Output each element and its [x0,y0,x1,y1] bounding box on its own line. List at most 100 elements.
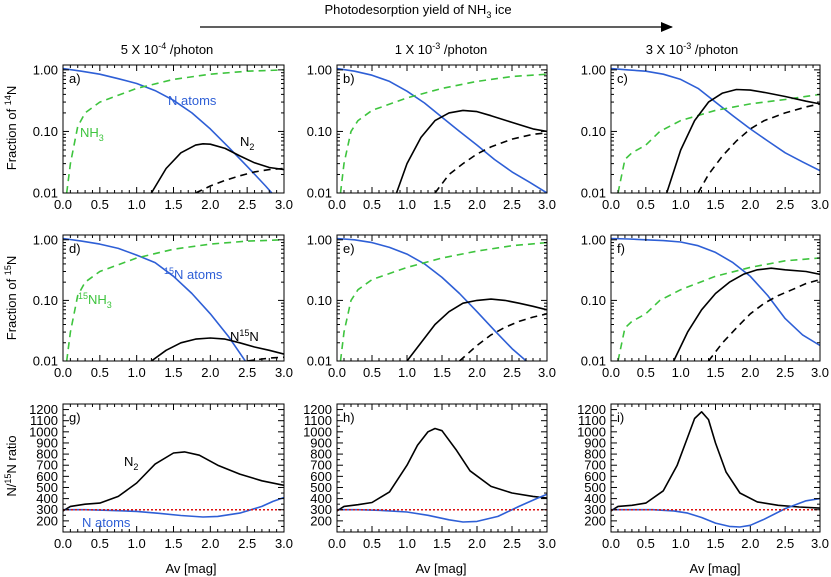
axes-frame [610,64,821,194]
x-tick-label: 2.5 [503,197,521,212]
series-group [611,67,820,193]
x-tick-label: 1.5 [164,365,182,380]
series-n2-15n-poor [697,103,820,193]
y-tick-label: 1.00 [307,62,332,77]
y-tick-label: 900 [36,435,58,450]
series-n15n-dashed [707,278,820,361]
panel-label: i) [617,410,624,425]
y-tick-label: 0.10 [307,124,332,139]
x-axis-label-1: Av [mag] [165,561,216,576]
x-tick-label: 1.5 [706,197,724,212]
y-tick-label: 1100 [578,413,606,428]
y-tick-label: 0.10 [581,124,606,139]
x-tick-label: 3.0 [538,536,556,551]
x-tick-label: 0.5 [637,536,655,551]
series-15nh3 [617,257,820,361]
series-group [63,237,284,361]
y-tick-label: 800 [584,447,606,462]
label-n2: N2 [240,134,254,152]
axes-frame [336,234,548,362]
y-tick-label: 1.00 [581,232,606,247]
column-title-2: 1 X 10-3 /photon [395,41,488,57]
y-tick-label: 1000 [303,424,332,439]
x-tick-label: 2.0 [468,197,486,212]
x-tick-label: 2.0 [201,197,219,212]
y-tick-label: 0.10 [33,124,58,139]
panel-label: g) [69,410,81,425]
y-tick-label: 200 [36,513,58,528]
y-tick-label: 400 [310,491,332,506]
y-tick-label: 0.10 [581,293,606,308]
x-tick-label: 0.0 [54,365,72,380]
panel-d: 0.0 0.5 1.0 1.5 2.0 2.5 3.0 0.01 0.10 1.00 d) [33,232,293,380]
x-tick-label: 0.0 [328,197,346,212]
panel-h: 0.0 0.5 1.0 1.5 2.0 2.5 3.0 2003004005006007008… [303,402,556,551]
x-tick-label: 1.5 [433,365,451,380]
label-ratio-n-atoms: N atoms [82,515,131,530]
series-n15n-dashed [458,313,547,361]
series-n-atoms [337,67,547,193]
series-15n-atoms [337,237,528,361]
x-tick-label: 1.5 [164,197,182,212]
row-label-n15: Fraction of 15N [3,256,19,340]
series-n15n [150,337,284,361]
series-n2-15n-poor [195,167,284,193]
y-tick-label: 1200 [577,402,606,417]
series-group [337,67,547,193]
y-tick-label: 500 [310,480,332,495]
x-tick-label: 0.5 [363,197,381,212]
label-15nh3: 15NH3 [78,291,112,310]
x-tick-label: 0.0 [54,197,72,212]
x-tick-label: 0.5 [91,365,109,380]
y-tick-label: 0.01 [307,354,332,369]
y-tick-label: 1200 [29,402,58,417]
x-tick-label: 0.5 [637,197,655,212]
x-tick-label: 2.0 [741,197,759,212]
y-tick-label: 500 [584,480,606,495]
x-tick-label: 1.0 [672,536,690,551]
panel-label: e) [343,241,355,256]
row-label-n14: Fraction of 14N [3,86,19,170]
series-15n-atoms [611,237,820,347]
x-tick-label: 2.5 [776,536,794,551]
x-tick-label: 0.0 [602,365,620,380]
y-tick-label: 800 [310,447,332,462]
panel-e: 0.0 0.5 1.0 1.5 2.0 2.5 3.0 0.01 0.10 1.00 e) [307,232,556,380]
y-tick-label: 1.00 [307,232,332,247]
axes-frame [336,403,548,533]
y-tick-label: 700 [36,458,58,473]
series-group [611,237,820,361]
x-tick-label: 1.5 [164,536,182,551]
series-15nh3 [65,239,284,361]
panel-a: 0.0 0.5 1.0 1.5 2.0 2.5 3.0 0.01 0.10 1.00 a) [33,62,293,212]
x-tick-label: 2.0 [741,536,759,551]
label-15n-atoms: 15N atoms [164,266,223,282]
x-tick-label: 3.0 [538,365,556,380]
x-tick-label: 3.0 [811,365,829,380]
label-ratio-n2: N2 [124,454,138,472]
series-n2 [150,143,284,193]
series-n2 [63,451,284,512]
label-n15n: N15N [230,328,259,344]
x-tick-label: 3.0 [275,197,293,212]
series-n-atoms [611,67,820,172]
panel-label: a) [69,71,81,86]
x-tick-label: 2.0 [201,536,219,551]
x-tick-label: 1.0 [672,365,690,380]
x-tick-label: 0.0 [328,365,346,380]
y-tick-label: 0.01 [33,186,58,201]
axes-frame [610,403,821,533]
series-n15n [406,298,547,361]
x-tick-label: 0.5 [91,536,109,551]
x-tick-label: 3.0 [811,197,829,212]
y-tick-label: 600 [310,469,332,484]
y-tick-label: 200 [310,513,332,528]
y-tick-label: 700 [584,458,606,473]
y-tick-label: 600 [36,469,58,484]
x-tick-label: 2.0 [201,365,219,380]
y-tick-label: 1200 [303,402,332,417]
x-axis-label-3: Av [mag] [689,561,740,576]
x-tick-label: 2.0 [741,365,759,380]
y-tick-label: 500 [36,480,58,495]
